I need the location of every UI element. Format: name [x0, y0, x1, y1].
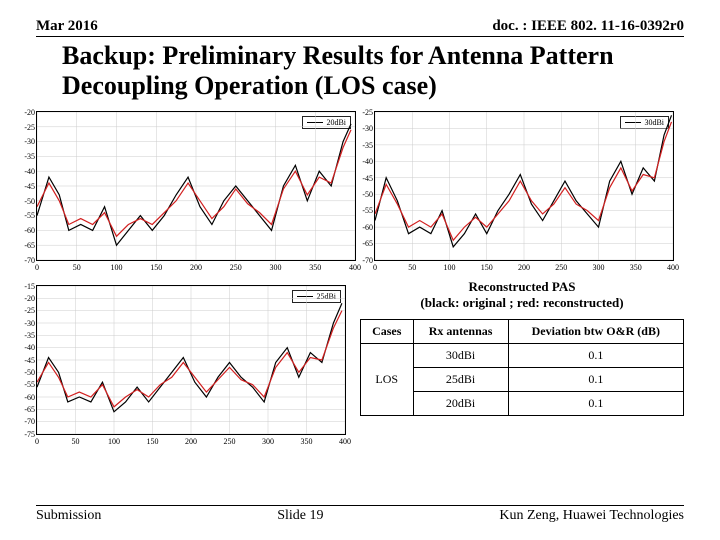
cell-dev: 0.1 [508, 368, 683, 392]
cell-cases: LOS [361, 344, 414, 416]
header-doc: doc. : IEEE 802. 11-16-0392r0 [492, 18, 684, 35]
right-column: Reconstructed PAS (black: original ; red… [360, 279, 684, 417]
results-table: Cases Rx antennas Deviation btw O&R (dB)… [360, 319, 684, 416]
cell-dev: 0.1 [508, 392, 683, 416]
caption-line2: (black: original ; red: reconstructed) [360, 295, 684, 311]
lower-row: 25dBi 050100150200250300350400-15-20-25-… [36, 279, 684, 435]
footer-right: Kun Zeng, Huawei Technologies [499, 508, 684, 524]
chart-30dbi: 30dBi 050100150200250300350400-25-30-35-… [374, 111, 674, 261]
cell-rx: 25dBi [413, 368, 508, 392]
caption-line1: Reconstructed PAS [360, 279, 684, 295]
page-title: Backup: Preliminary Results for Antenna … [62, 41, 674, 101]
caption: Reconstructed PAS (black: original ; red… [360, 279, 684, 312]
chart-20dbi: 20dBi 050100150200250300350400-20-25-30-… [36, 111, 356, 261]
th-dev: Deviation btw O&R (dB) [508, 320, 683, 344]
table-header-row: Cases Rx antennas Deviation btw O&R (dB) [361, 320, 684, 344]
cell-dev: 0.1 [508, 344, 683, 368]
table-body: LOS 30dBi 0.1 25dBi 0.1 20dBi 0.1 [361, 344, 684, 416]
table-row: LOS 30dBi 0.1 [361, 344, 684, 368]
footer-bar: Submission Slide 19 Kun Zeng, Huawei Tec… [36, 505, 684, 524]
header-bar: Mar 2016 doc. : IEEE 802. 11-16-0392r0 [36, 18, 684, 37]
th-rx: Rx antennas [413, 320, 508, 344]
cell-rx: 20dBi [413, 392, 508, 416]
cell-rx: 30dBi [413, 344, 508, 368]
footer-center: Slide 19 [277, 508, 323, 524]
chart-25dbi: 25dBi 050100150200250300350400-15-20-25-… [36, 285, 346, 435]
th-cases: Cases [361, 320, 414, 344]
header-date: Mar 2016 [36, 18, 98, 35]
top-charts-row: 20dBi 050100150200250300350400-20-25-30-… [36, 111, 684, 261]
footer-left: Submission [36, 508, 101, 524]
